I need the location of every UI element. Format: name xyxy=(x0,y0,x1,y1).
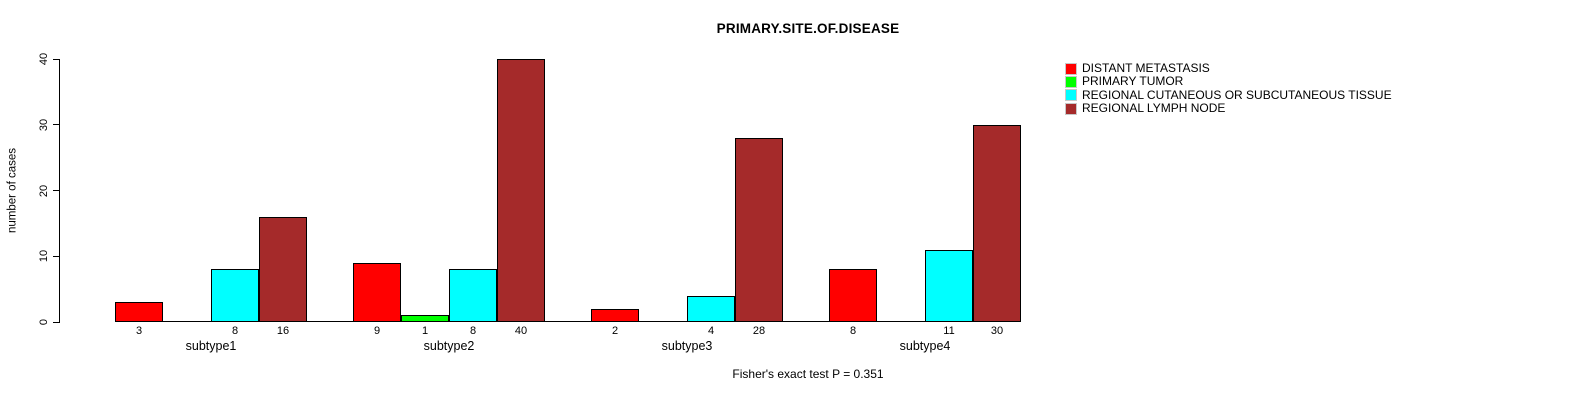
legend-row: DISTANT METASTASIS xyxy=(1065,62,1392,75)
legend-swatch xyxy=(1065,75,1077,88)
y-tick-mark xyxy=(53,321,60,323)
bar xyxy=(687,296,735,322)
bar-value-label: 2 xyxy=(611,325,619,337)
legend-row: REGIONAL CUTANEOUS OR SUBCUTANEOUS TISSU… xyxy=(1065,87,1392,102)
y-tick-mark xyxy=(53,124,60,126)
y-tick-mark xyxy=(53,190,60,191)
legend-label: DISTANT METASTASIS xyxy=(1082,61,1210,76)
bar xyxy=(259,217,307,322)
bar-value-label: 8 xyxy=(469,325,477,337)
legend-label: REGIONAL CUTANEOUS OR SUBCUTANEOUS TISSU… xyxy=(1082,87,1392,102)
y-axis-line xyxy=(59,59,60,323)
footnote-fisher-test: Fisher's exact test P = 0.351 xyxy=(732,367,884,381)
bar-value-label: 9 xyxy=(373,325,381,337)
y-tick-label: 20 xyxy=(38,184,50,197)
bar-value-label: 8 xyxy=(231,325,239,337)
bar-value-label: 4 xyxy=(707,325,715,337)
bar xyxy=(925,250,973,322)
bar xyxy=(591,309,639,322)
legend: DISTANT METASTASIS PRIMARY TUMOR REGIONAL … xyxy=(1065,62,1392,115)
bar xyxy=(401,315,449,322)
x-baseline xyxy=(115,321,1021,322)
category-label: subtype1 xyxy=(185,339,237,353)
category-label: subtype2 xyxy=(423,339,475,353)
bar-value-label: 40 xyxy=(514,325,528,337)
bar xyxy=(353,263,401,322)
chart-title: PRIMARY.SITE.OF.DISEASE xyxy=(716,21,900,36)
bar xyxy=(449,269,497,322)
legend-swatch xyxy=(1065,62,1077,75)
y-tick-label: 40 xyxy=(38,52,50,66)
plot-area: 3 8 16 subtype1 9 1 8 40 subtype2 2 4 28 subtype3 8 11… xyxy=(60,59,1060,353)
bar xyxy=(211,269,259,322)
bar xyxy=(735,138,783,322)
category-label: subtype3 xyxy=(661,339,713,353)
bar-value-label: 11 xyxy=(943,325,955,337)
y-tick-mark xyxy=(53,255,60,257)
bar xyxy=(829,269,877,322)
legend-row: PRIMARY TUMOR xyxy=(1065,75,1392,88)
bar-value-label: 8 xyxy=(849,325,857,337)
y-tick-label: 10 xyxy=(38,250,50,263)
y-tick-mark xyxy=(53,58,60,60)
y-axis-title: number of cases xyxy=(6,148,19,234)
y-tick-label: 30 xyxy=(38,118,50,131)
legend-row: REGIONAL LYMPH NODE xyxy=(1065,102,1392,115)
bar xyxy=(497,59,545,322)
legend-label: PRIMARY TUMOR xyxy=(1082,74,1184,89)
legend-label: REGIONAL LYMPH NODE xyxy=(1082,101,1226,116)
bar xyxy=(115,302,163,322)
bar-value-label: 3 xyxy=(135,325,143,337)
bar-value-label: 28 xyxy=(752,325,766,337)
y-tick-label: 0 xyxy=(38,318,50,326)
bar-value-label: 30 xyxy=(990,325,1004,337)
bar-value-label: 16 xyxy=(276,325,290,337)
legend-swatch xyxy=(1065,89,1077,102)
bar-value-label: 1 xyxy=(421,325,429,337)
category-label: subtype4 xyxy=(899,339,951,353)
legend-swatch xyxy=(1065,102,1077,115)
bar xyxy=(973,125,1021,322)
